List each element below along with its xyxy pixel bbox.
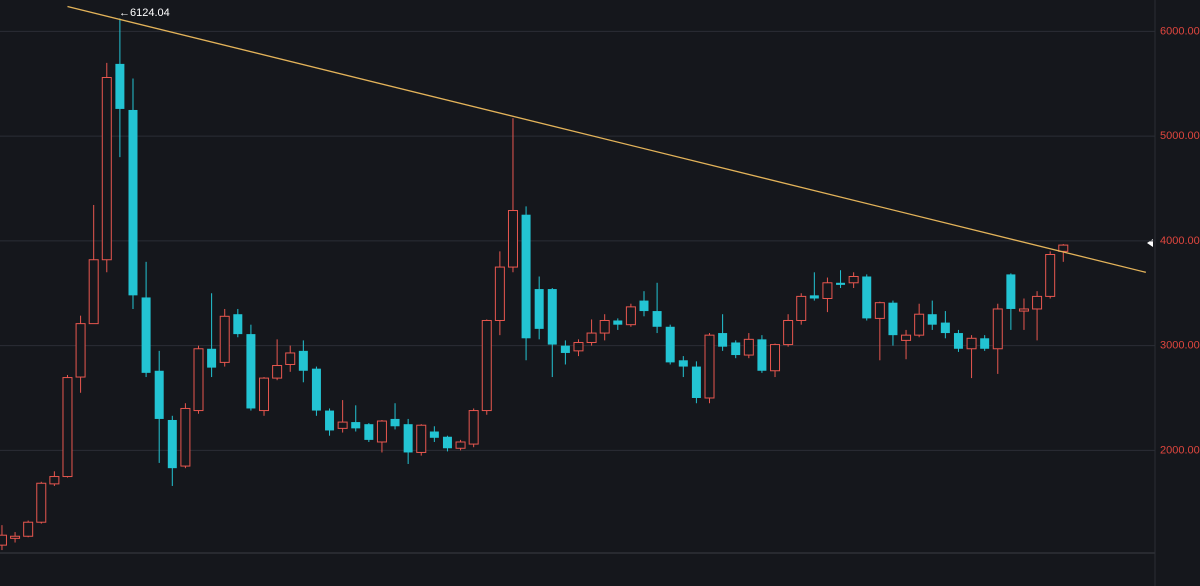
y-tick-label: 4000.00 [1160,235,1200,247]
candle-body [1006,274,1016,309]
candle-body [311,368,321,411]
candle-body [403,424,413,453]
candle-body [927,314,937,325]
candle-body [23,521,34,537]
candle-body [141,297,151,373]
candle-body [862,276,872,319]
candle-body [180,407,191,467]
candle-body [599,319,610,334]
candle-body [75,323,86,378]
candle-body [573,341,584,352]
candle-body [481,319,492,412]
candle-body [743,338,754,356]
candle-body [101,77,112,261]
candle-body [128,109,138,296]
candle-body [416,424,427,453]
candle-body [298,350,308,371]
candle-body [639,300,649,312]
candle-body [534,289,544,329]
candle-body [0,534,7,546]
candle-body [259,377,270,412]
candle-body [1058,244,1069,252]
candle-body [966,337,977,350]
candle-body [429,431,439,438]
candle-body [207,348,217,368]
candle-body [285,352,296,365]
y-tick-label: 5000.00 [1160,130,1200,142]
candle-body [167,419,177,469]
candle-body [49,476,60,485]
candle-body [364,424,374,440]
trend-line [67,5,1146,273]
candle-body [836,282,846,285]
candle-body [325,410,335,431]
candle-body [796,295,807,321]
candle-body [494,266,505,321]
candle-body [901,334,912,341]
y-tick-label: 2000.00 [1160,444,1200,456]
candle-body [691,366,701,398]
candle-body [246,334,256,409]
candle-body [704,334,715,399]
candle-body [88,259,99,325]
candle-body [468,410,479,445]
candle-body [586,332,597,343]
candle-body [1018,308,1029,312]
candle-body [507,210,518,268]
candle-body [521,214,531,339]
candle-body [770,344,781,372]
candle-body [337,421,348,429]
candle-body [1032,295,1043,310]
candle-body [376,420,387,443]
candle-body [678,360,688,367]
candle-body [652,311,662,327]
candle-body [888,302,898,336]
candle-body [62,377,73,478]
candle-body [757,339,767,371]
candle-body [547,289,557,345]
candle-body [115,63,125,109]
candle-body [665,326,675,363]
annotation: ←6124.04 [119,7,170,19]
candle-body [272,365,283,379]
candle-body [390,418,400,427]
candle-body [613,320,623,325]
candle-body [219,315,230,363]
candle-body [953,333,963,349]
candle-body [442,436,452,449]
candle-body [351,422,361,429]
candle-body [560,345,570,353]
candle-body [914,313,925,336]
candle-body [822,282,833,299]
candle-body [809,295,819,299]
candle-body [848,276,859,284]
candle-body [718,333,728,347]
candle-body [154,370,164,419]
candle-body [992,308,1003,350]
candle-body [874,302,885,319]
candle-body [940,322,950,334]
candle-body [193,348,204,412]
y-tick-label: 3000.00 [1160,340,1200,352]
candle-body [233,314,243,335]
y-tick-label: 6000.00 [1160,25,1200,37]
candle-body [455,441,466,449]
candle-body [731,342,741,356]
candle-body [1045,254,1056,297]
candle-body [36,482,47,523]
candle-body [980,338,990,349]
candle-body [10,535,21,539]
candle-body [625,306,636,326]
candle-body [783,319,794,346]
